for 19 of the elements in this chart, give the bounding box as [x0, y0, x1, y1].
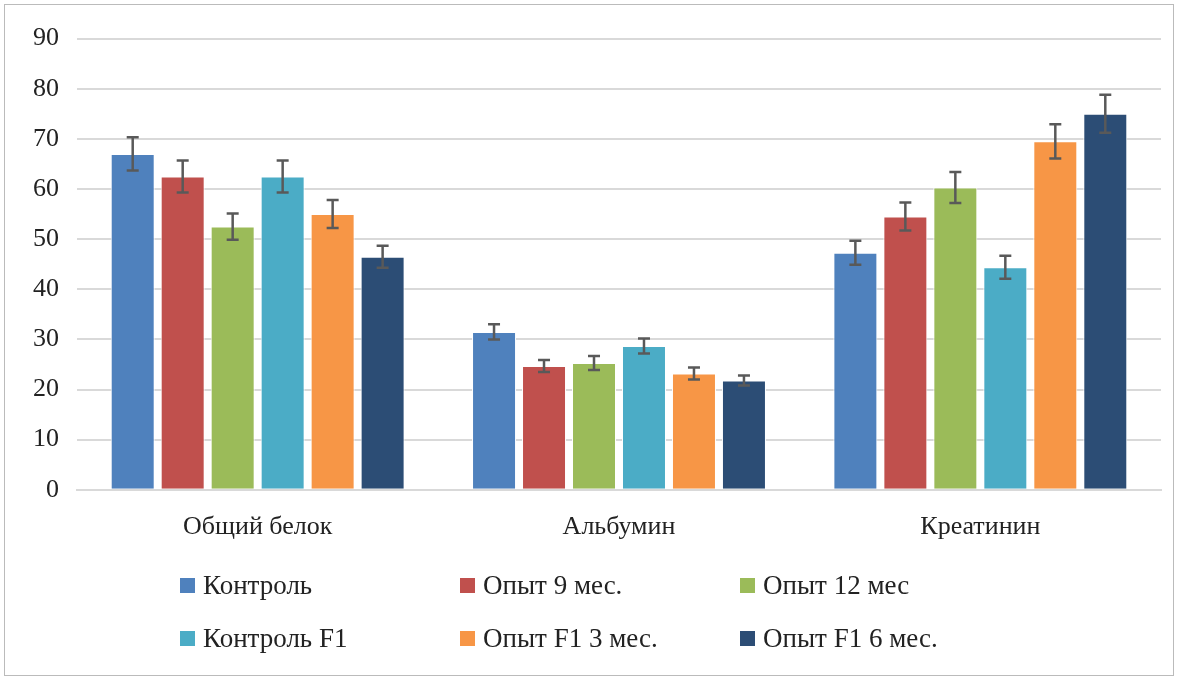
legend-label: Опыт F1 6 мес. — [763, 623, 938, 654]
legend-label: Опыт F1 3 мес. — [483, 623, 658, 654]
x-tick-label: Общий белок — [182, 511, 333, 541]
y-tick-label: 60 — [33, 172, 59, 202]
y-tick-label: 10 — [33, 423, 59, 453]
legend-label: Опыт 9 мес. — [483, 570, 623, 601]
legend-label: Контроль F1 — [203, 623, 348, 654]
y-tick-label: 0 — [46, 473, 59, 503]
y-tick-label: 30 — [33, 323, 59, 353]
y-tick-label: 20 — [33, 373, 59, 403]
x-tick-label: Креатинин — [920, 511, 1041, 541]
y-tick-label: 90 — [33, 22, 59, 52]
legend-label: Контроль — [203, 570, 313, 601]
y-tick-label: 70 — [33, 122, 59, 152]
x-tick-label: Альбумин — [562, 511, 676, 541]
y-tick-label: 50 — [33, 222, 59, 252]
y-tick-label: 40 — [33, 273, 59, 303]
y-tick-label: 80 — [33, 72, 59, 102]
legend-label: Опыт 12 мес — [763, 570, 910, 601]
